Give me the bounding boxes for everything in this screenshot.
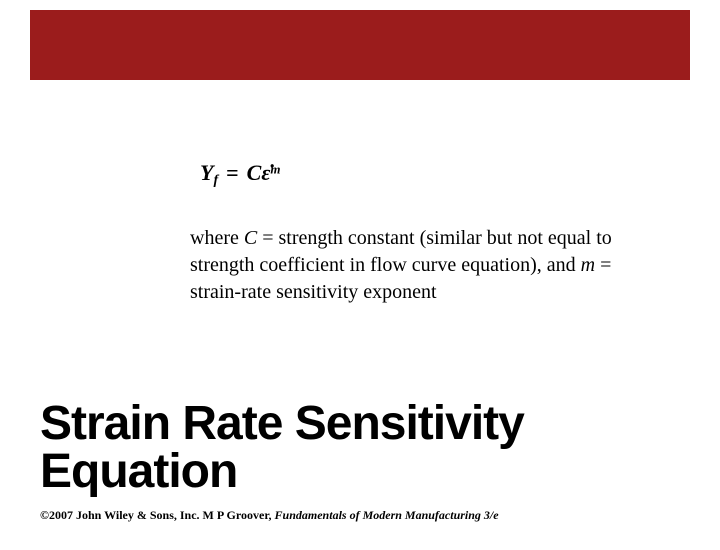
desc-pre: where	[190, 227, 244, 249]
footer-text: ©2007 John Wiley & Sons, Inc. M P Groove…	[40, 508, 275, 522]
equation-c: C	[247, 160, 262, 185]
footer-book-title: Fundamentals of Modern Manufacturing 3/e	[275, 508, 499, 522]
equation: Yf = Cε̇m	[200, 160, 281, 189]
title-line1: Strain Rate Sensitivity	[40, 400, 640, 448]
equation-epsilon-dot: ε̇	[261, 160, 270, 185]
equation-equals: =	[226, 160, 239, 185]
equation-lhs-var: Y	[200, 160, 213, 185]
equation-lhs-sub: f	[213, 173, 218, 188]
title-line2: Equation	[40, 448, 640, 496]
desc-m-var: m	[581, 254, 595, 276]
desc-c-var: C	[244, 227, 257, 249]
footer-copyright: ©2007 John Wiley & Sons, Inc. M P Groove…	[40, 508, 540, 522]
slide-title: Strain Rate Sensitivity Equation	[40, 400, 640, 496]
equation-description: where C = strength constant (similar but…	[190, 225, 640, 306]
header-accent-bar	[30, 10, 690, 80]
equation-exponent: m	[270, 162, 280, 177]
